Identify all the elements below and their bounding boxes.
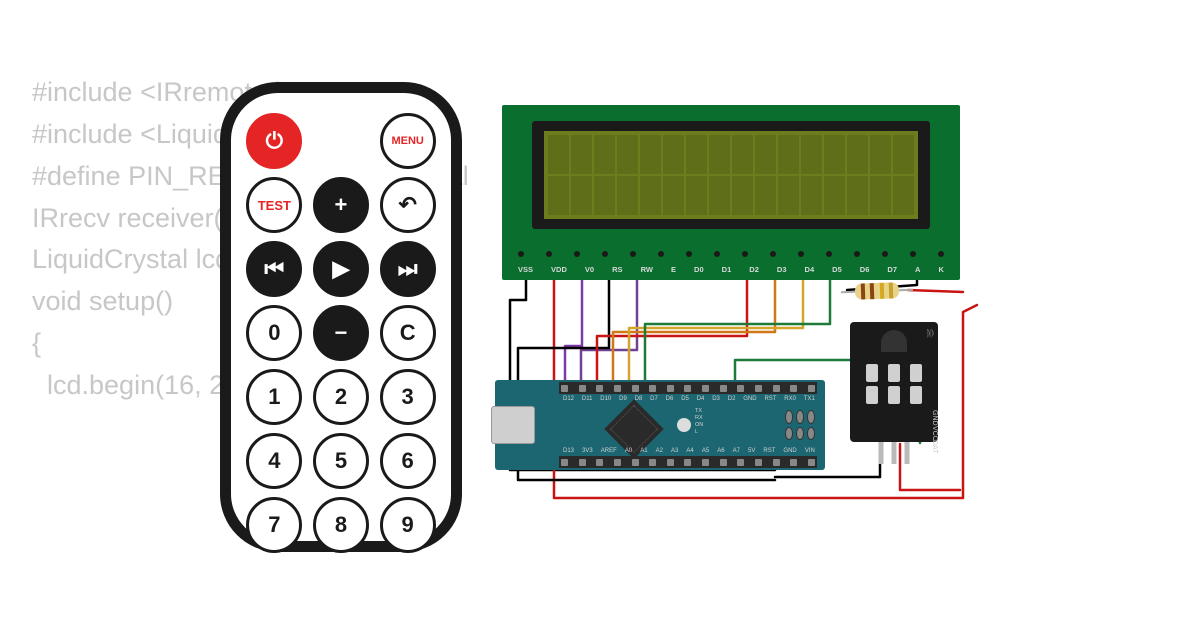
resistor xyxy=(847,282,908,300)
label: ON xyxy=(695,422,703,429)
remote-btn-5: 5 xyxy=(313,433,369,489)
label: VCC xyxy=(850,426,938,441)
ir-sensor-legs2 xyxy=(866,386,922,404)
remote-btn-c: C xyxy=(380,305,436,361)
resistor-body xyxy=(855,282,900,300)
remote-btn-8: 8 xyxy=(313,497,369,553)
remote-btn-plus: + xyxy=(313,177,369,233)
arduino-nano: D12D11D10D9D8D7D6D5D4D3D2GNDRSTRX0TX1 D1… xyxy=(495,380,825,470)
label: GND xyxy=(850,410,938,426)
wire-d4-d10 xyxy=(597,273,747,390)
remote-btn-menu: MENU xyxy=(380,113,436,169)
nano-pin-labels-bottom: D133V3AREFA0A1A2A3A4A5A6A75VRSTGNDVIN xyxy=(563,448,815,454)
resistor-lead xyxy=(841,291,855,293)
ir-sensor-icon xyxy=(881,330,907,352)
lcd-screen-frame xyxy=(532,121,930,229)
remote-btn-4: 4 xyxy=(246,433,302,489)
remote-btn-2: 2 xyxy=(313,369,369,425)
ir-remote: ⏻ MENU TEST+↶ ⏮▶⏭ 0−C 123 456 789 xyxy=(220,82,462,552)
ir-header-pins xyxy=(879,442,910,464)
label: L xyxy=(695,429,703,436)
ir-receiver-module: ⦈⦈ GND VCC DAT xyxy=(850,322,938,442)
nano-led-labels: TX RX ON L xyxy=(695,408,703,437)
nano-pin-labels-top: D12D11D10D9D8D7D6D5D4D3D2GNDRSTRX0TX1 xyxy=(563,396,815,402)
ir-pin-labels: GND VCC DAT xyxy=(850,410,938,438)
remote-btn-7: 7 xyxy=(246,497,302,553)
remote-btn-prev: ⏮ xyxy=(246,241,302,297)
nano-header-bottom xyxy=(559,456,817,468)
remote-btn-1: 1 xyxy=(246,369,302,425)
remote-btn-9: 9 xyxy=(380,497,436,553)
remote-btn-test: TEST xyxy=(246,177,302,233)
nano-header-top xyxy=(559,382,817,394)
remote-btn-3: 3 xyxy=(380,369,436,425)
remote-btn-minus: − xyxy=(313,305,369,361)
nano-reset-button xyxy=(677,418,691,432)
remote-btn-back: ↶ xyxy=(380,177,436,233)
wire-a-resistor xyxy=(908,290,963,292)
ir-sensor-legs xyxy=(866,364,922,382)
label: RX xyxy=(695,415,703,422)
ir-wave-icon: ⦈⦈ xyxy=(927,328,935,339)
remote-btn-0: 0 xyxy=(246,305,302,361)
nano-usb-port xyxy=(491,406,535,444)
lcd-16x2: VSSVDDV0RSRWED0D1D2D3D4D5D6D7AK xyxy=(502,105,960,280)
label: TX xyxy=(695,408,703,415)
remote-btn-next: ⏭ xyxy=(380,241,436,297)
wire-rs-d12 xyxy=(565,273,582,390)
wire-e-d11 xyxy=(581,273,637,390)
remote-btn-6: 6 xyxy=(380,433,436,489)
remote-btn-play: ▶ xyxy=(313,241,369,297)
lcd-char-grid xyxy=(544,131,918,219)
lcd-pin-labels: VSSVDDV0RSRWED0D1D2D3D4D5D6D7AK xyxy=(518,265,944,274)
wire-d7-d7 xyxy=(645,273,830,390)
remote-btn-power: ⏻ xyxy=(246,113,302,169)
remote-button-grid: ⏻ MENU TEST+↶ ⏮▶⏭ 0−C 123 456 789 xyxy=(245,113,437,553)
wire-d5-d9 xyxy=(613,273,775,390)
lcd-pin-holes xyxy=(518,251,944,257)
wire-d6-d8 xyxy=(629,273,803,390)
nano-icsp-header xyxy=(785,410,815,440)
resistor-lead xyxy=(899,289,913,291)
